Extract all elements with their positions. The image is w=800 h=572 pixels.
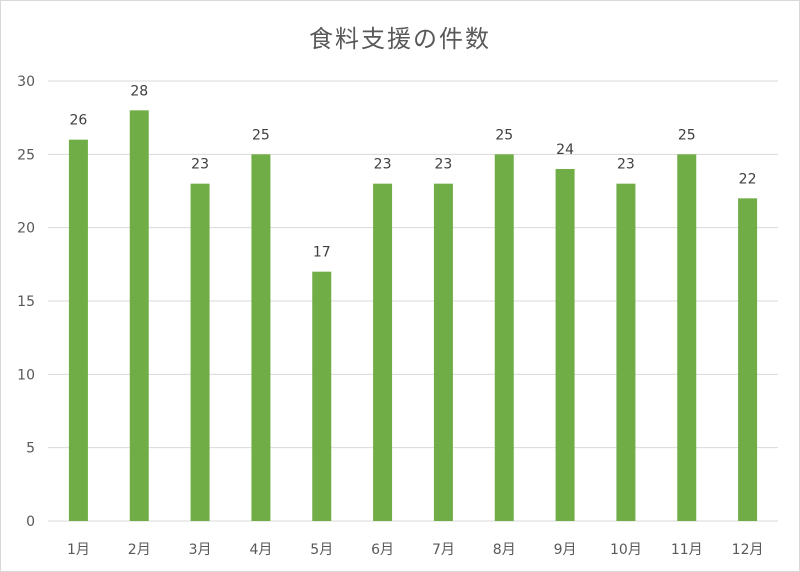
data-label: 23 xyxy=(374,157,392,173)
y-tick-label: 20 xyxy=(17,221,35,237)
bar xyxy=(190,183,210,521)
x-tick-label: 9月 xyxy=(554,542,577,558)
data-label: 17 xyxy=(313,245,331,261)
bar xyxy=(251,154,271,522)
bars xyxy=(68,110,758,522)
y-tick-label: 0 xyxy=(26,514,35,530)
x-tick-label: 2月 xyxy=(128,542,151,558)
x-tick-label: 7月 xyxy=(432,542,455,558)
x-tick-label: 3月 xyxy=(189,542,212,558)
bar xyxy=(494,154,514,522)
x-tick-label: 5月 xyxy=(310,542,333,558)
data-label: 25 xyxy=(678,127,696,143)
y-tick-label: 30 xyxy=(17,74,35,90)
bar xyxy=(738,198,758,522)
data-label: 25 xyxy=(252,127,270,143)
x-axis-ticks: 1月 2月 3月 4月 5月 6月 7月 8月 9月 10月 11月 12月 xyxy=(67,542,764,558)
bar xyxy=(312,271,332,521)
bar xyxy=(129,110,149,521)
data-label: 23 xyxy=(617,157,635,173)
bar xyxy=(616,183,636,521)
bar xyxy=(373,183,393,521)
bar xyxy=(677,154,697,522)
chart-title: 食料支援の件数 xyxy=(309,25,491,53)
x-tick-label: 4月 xyxy=(249,542,272,558)
data-label: 28 xyxy=(130,83,148,99)
y-tick-label: 25 xyxy=(17,147,35,163)
x-tick-label: 11月 xyxy=(671,542,703,558)
bar xyxy=(555,169,575,521)
data-label: 23 xyxy=(191,157,209,173)
gridlines xyxy=(48,80,778,522)
data-label: 23 xyxy=(435,157,453,173)
x-tick-label: 10月 xyxy=(610,542,642,558)
x-tick-label: 8月 xyxy=(493,542,516,558)
data-labels: 26 28 23 25 17 23 23 25 24 23 25 22 xyxy=(70,83,757,260)
y-tick-label: 10 xyxy=(17,367,35,383)
bar xyxy=(68,139,88,521)
data-label: 24 xyxy=(556,142,574,158)
x-tick-label: 6月 xyxy=(371,542,394,558)
x-tick-label: 1月 xyxy=(67,542,90,558)
x-tick-label: 12月 xyxy=(732,542,764,558)
data-label: 22 xyxy=(739,171,757,187)
y-tick-label: 5 xyxy=(26,441,35,457)
y-axis-ticks: 0 5 10 15 20 25 30 xyxy=(17,74,35,530)
data-label: 26 xyxy=(70,113,88,129)
y-tick-label: 15 xyxy=(17,294,35,310)
data-label: 25 xyxy=(495,127,513,143)
bar xyxy=(433,183,453,521)
